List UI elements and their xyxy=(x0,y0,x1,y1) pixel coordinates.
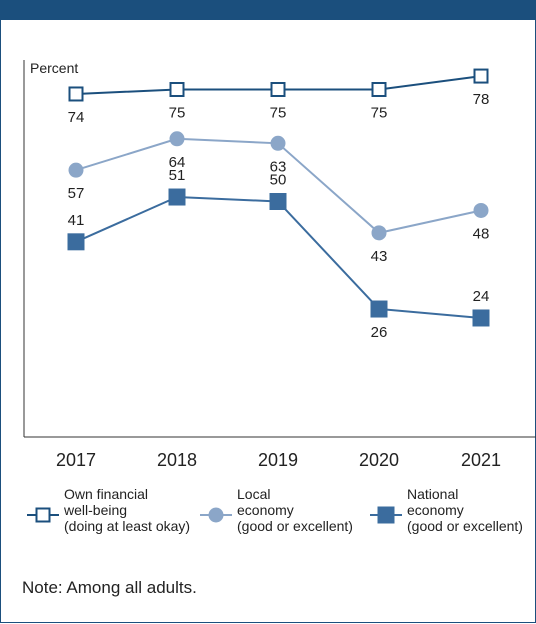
data-point-s2-2019 xyxy=(270,135,286,151)
data-label-s3-2018: 51 xyxy=(169,167,186,184)
data-point-s2-2018 xyxy=(169,131,185,147)
data-point-s2-2017 xyxy=(68,162,84,178)
legend-marker-2 xyxy=(208,507,224,523)
data-point-s1-2019 xyxy=(270,82,286,97)
data-label-s2-2018: 64 xyxy=(169,154,186,171)
data-label-s1-2021: 78 xyxy=(473,91,490,108)
x-tick-label-2018: 2018 xyxy=(157,450,197,470)
legend-label-2-line-2: economy xyxy=(237,502,294,518)
data-point-s2-2021 xyxy=(473,202,489,218)
legend-label-2-line-1: Local xyxy=(237,486,270,502)
data-label-s1-2020: 75 xyxy=(371,105,388,122)
chart-note: Note: Among all adults. xyxy=(22,578,197,597)
x-tick-label-2021: 2021 xyxy=(461,450,501,470)
data-label-s2-2017: 57 xyxy=(68,185,85,202)
legend-label-3-line-2: economy xyxy=(407,502,464,518)
data-label-s3-2017: 41 xyxy=(68,212,85,229)
data-label-s2-2019: 63 xyxy=(270,158,287,175)
legend-marker-3 xyxy=(377,506,395,524)
y-axis-label: Percent xyxy=(30,60,78,76)
header-bar xyxy=(0,0,536,20)
data-point-s3-2020 xyxy=(370,300,388,318)
legend-label-1-line-3: (doing at least okay) xyxy=(64,518,190,534)
legend-label-3-line-1: National xyxy=(407,486,458,502)
legend-label-2-line-3: (good or excellent) xyxy=(237,518,353,534)
x-tick-label-2020: 2020 xyxy=(359,450,399,470)
data-label-s2-2021: 48 xyxy=(473,225,490,242)
data-label-s3-2019: 50 xyxy=(270,172,287,189)
data-point-s3-2021 xyxy=(472,309,490,327)
data-point-s2-2020 xyxy=(371,225,387,241)
x-tick-label-2017: 2017 xyxy=(56,450,96,470)
data-point-s1-2018 xyxy=(169,82,185,97)
legend-label-3-line-3: (good or excellent) xyxy=(407,518,523,534)
data-point-s1-2021 xyxy=(473,68,489,84)
x-tick-label-2019: 2019 xyxy=(258,450,298,470)
series-line-3 xyxy=(75,195,482,319)
data-label-s3-2021: 24 xyxy=(473,288,490,305)
data-point-s3-2018 xyxy=(168,188,186,206)
data-point-s1-2020 xyxy=(371,82,387,97)
data-point-s1-2017 xyxy=(68,86,84,102)
data-label-s1-2017: 74 xyxy=(68,109,85,126)
data-label-s1-2019: 75 xyxy=(270,105,287,122)
legend-label-1-line-1: Own financial xyxy=(64,486,148,502)
legend-marker-1 xyxy=(35,507,51,523)
data-label-s3-2020: 26 xyxy=(371,324,388,341)
legend-label-1-line-2: well-being xyxy=(63,502,127,518)
data-point-s3-2017 xyxy=(67,233,85,251)
line-chart: Percent 74 75 75 75 78 57 64 63 43 48 41 51 50 26 24 2… xyxy=(23,60,536,534)
data-point-s3-2019 xyxy=(269,193,287,210)
data-label-s1-2018: 75 xyxy=(169,105,186,122)
data-label-s2-2020: 43 xyxy=(371,248,388,265)
